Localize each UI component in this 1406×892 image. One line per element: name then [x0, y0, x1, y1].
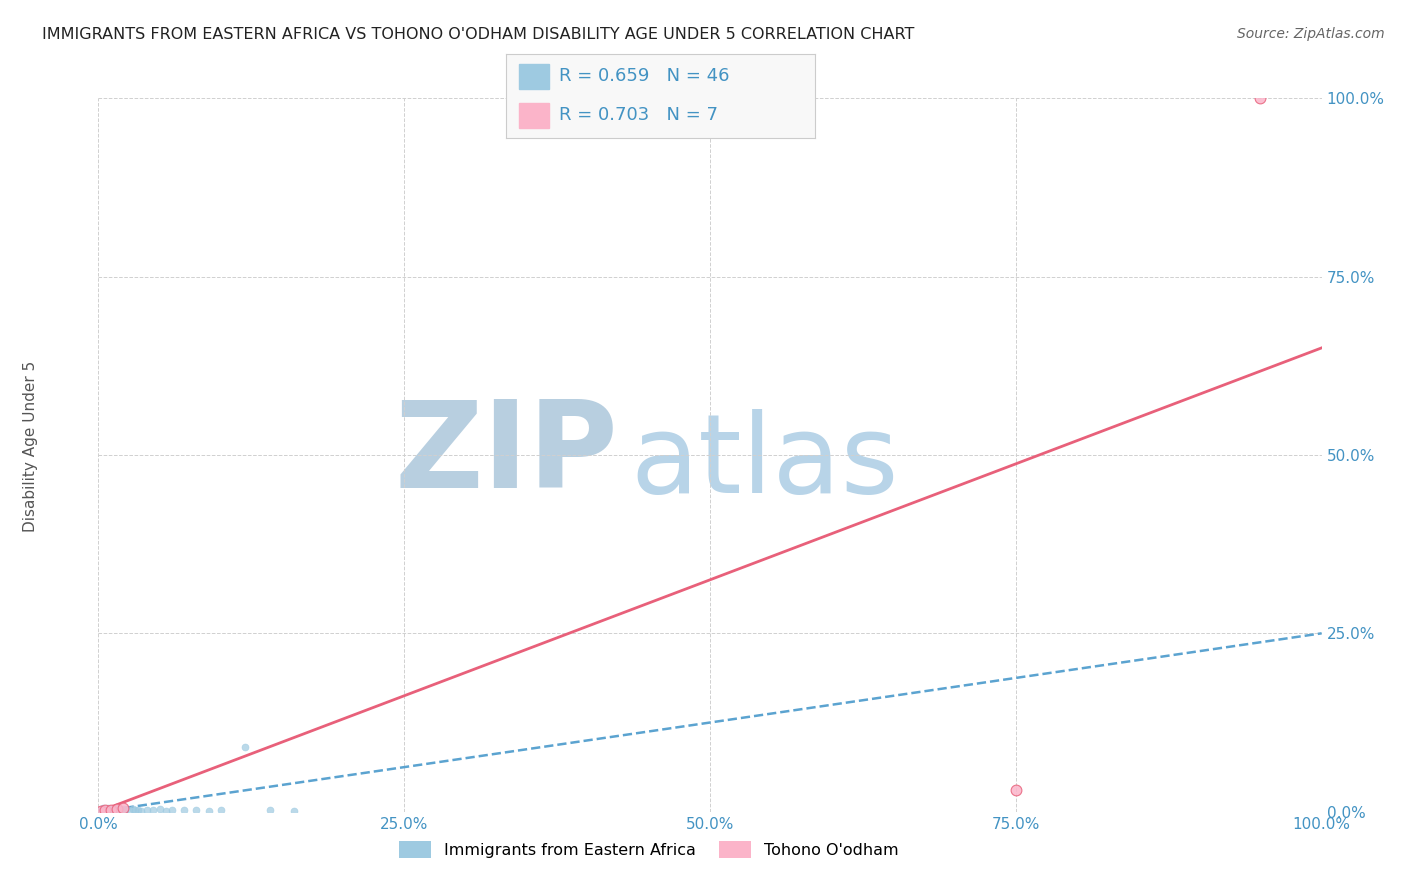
- Point: [110, 803, 132, 817]
- Point: [197, 804, 219, 818]
- Point: [118, 803, 141, 817]
- Point: [114, 803, 136, 817]
- Point: [94, 803, 117, 817]
- Point: [283, 804, 305, 818]
- Point: [108, 804, 131, 818]
- Point: [91, 802, 114, 816]
- Point: [101, 803, 124, 817]
- Point: [155, 804, 177, 818]
- Point: [149, 802, 172, 816]
- Point: [89, 804, 111, 818]
- FancyBboxPatch shape: [519, 103, 550, 128]
- Text: IMMIGRANTS FROM EASTERN AFRICA VS TOHONO O'ODHAM DISABILITY AGE UNDER 5 CORRELAT: IMMIGRANTS FROM EASTERN AFRICA VS TOHONO…: [42, 27, 914, 42]
- Point: [1004, 783, 1026, 797]
- Point: [186, 803, 208, 817]
- Point: [111, 801, 134, 815]
- Point: [105, 803, 128, 817]
- Point: [209, 803, 232, 817]
- Point: [97, 803, 120, 817]
- Point: [100, 804, 122, 818]
- Text: R = 0.703   N = 7: R = 0.703 N = 7: [558, 106, 717, 124]
- Point: [101, 803, 124, 817]
- Point: [105, 802, 128, 816]
- Point: [98, 803, 121, 817]
- Legend: Immigrants from Eastern Africa, Tohono O'odham: Immigrants from Eastern Africa, Tohono O…: [392, 835, 905, 864]
- Point: [142, 803, 165, 817]
- Text: atlas: atlas: [630, 409, 898, 516]
- Point: [111, 802, 134, 816]
- Point: [96, 804, 118, 818]
- Point: [129, 804, 152, 818]
- Point: [90, 804, 112, 818]
- Point: [91, 804, 114, 818]
- Point: [112, 804, 135, 818]
- Point: [107, 801, 129, 815]
- Point: [97, 801, 120, 815]
- Point: [111, 803, 134, 817]
- Text: R = 0.659   N = 46: R = 0.659 N = 46: [558, 68, 730, 86]
- Point: [1250, 91, 1272, 105]
- Text: Disability Age Under 5: Disability Age Under 5: [24, 360, 38, 532]
- Point: [90, 803, 112, 817]
- Point: [103, 804, 125, 818]
- Point: [90, 803, 112, 817]
- FancyBboxPatch shape: [519, 63, 550, 89]
- Point: [160, 803, 183, 817]
- Point: [93, 803, 115, 817]
- Text: ZIP: ZIP: [395, 396, 619, 514]
- Point: [100, 802, 122, 816]
- Point: [124, 803, 146, 817]
- Text: Source: ZipAtlas.com: Source: ZipAtlas.com: [1237, 27, 1385, 41]
- Point: [136, 803, 159, 817]
- Point: [93, 804, 115, 818]
- Point: [91, 803, 114, 817]
- Point: [121, 802, 143, 816]
- Point: [100, 803, 122, 817]
- Point: [259, 803, 281, 817]
- Point: [104, 802, 127, 816]
- Point: [91, 801, 114, 815]
- Point: [93, 803, 115, 817]
- Point: [127, 803, 149, 817]
- Point: [233, 740, 256, 755]
- Point: [94, 802, 117, 816]
- Point: [173, 803, 195, 817]
